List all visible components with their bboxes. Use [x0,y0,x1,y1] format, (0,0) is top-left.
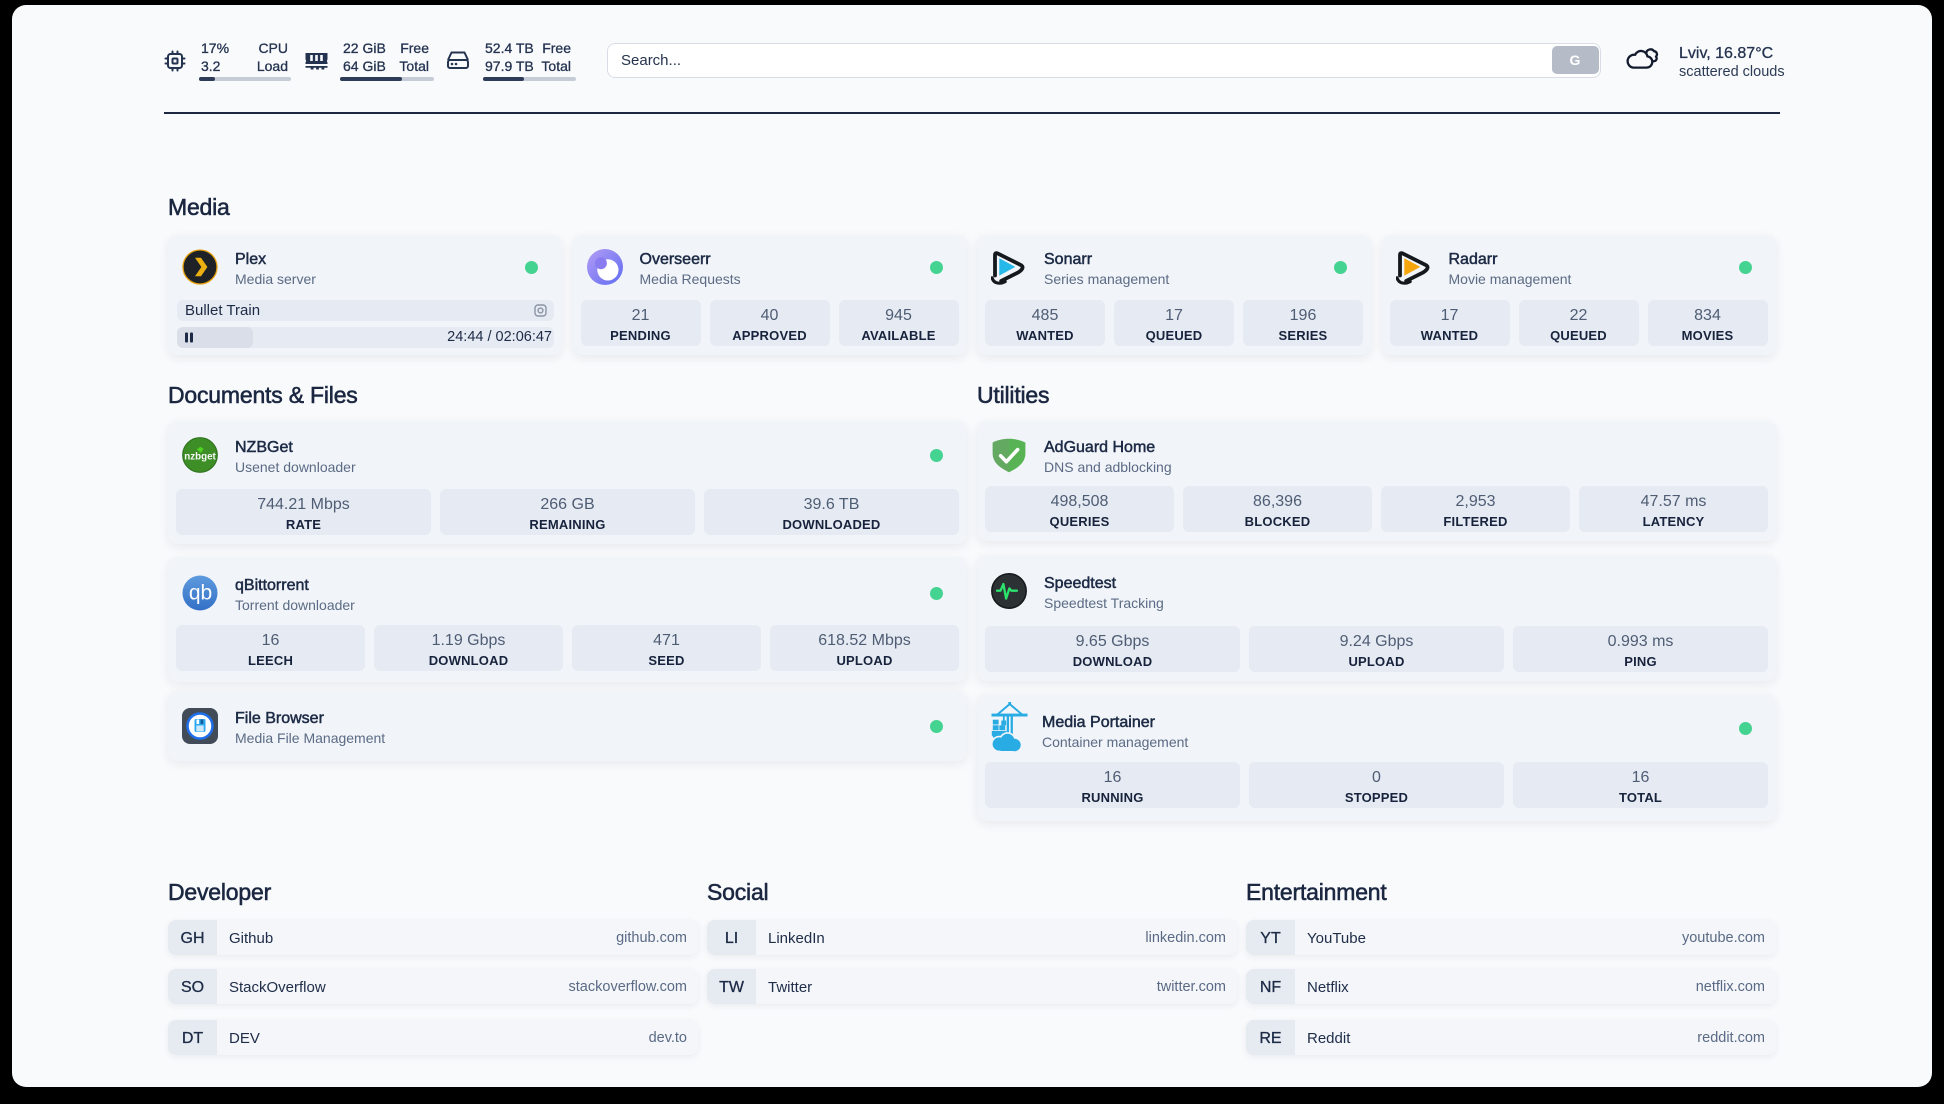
svg-text:qb: qb [189,582,212,605]
svg-text:nzbget: nzbget [184,451,216,462]
